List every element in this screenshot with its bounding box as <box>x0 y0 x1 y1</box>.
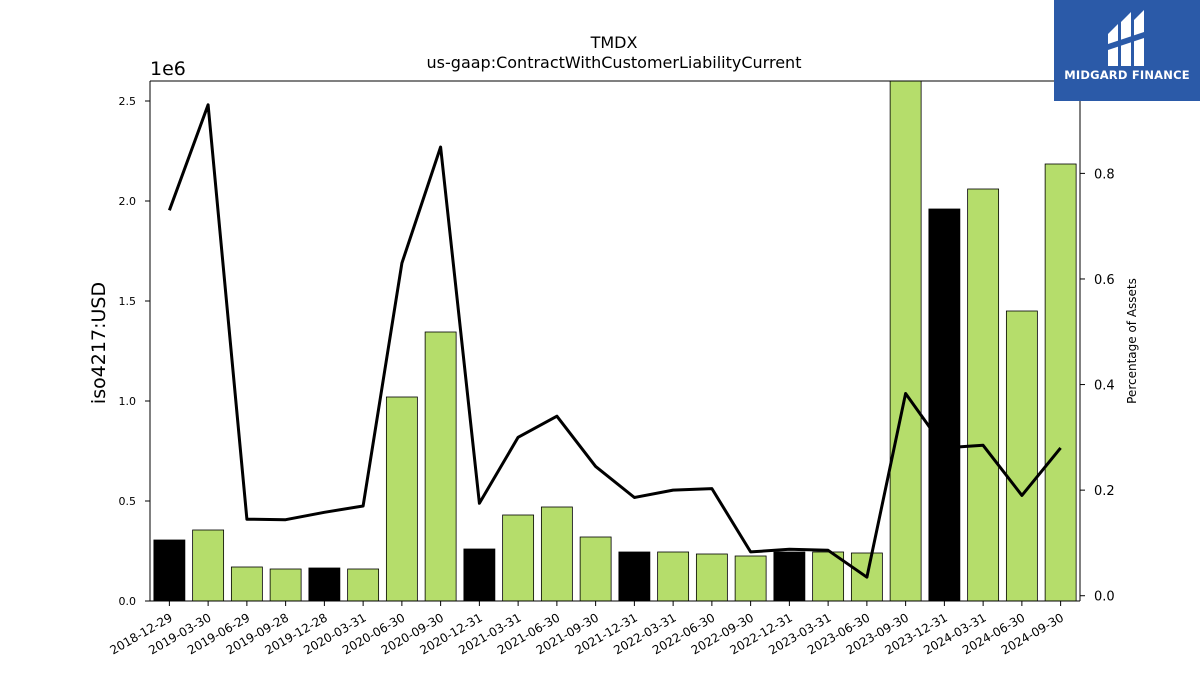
bar-2019-06-29 <box>230 566 263 601</box>
bar-2019-12-28 <box>308 567 341 601</box>
bar-2024-09-30 <box>1044 163 1077 601</box>
bar-2020-09-30 <box>424 331 457 601</box>
bar-series <box>153 81 1077 601</box>
midgard-logo-icon <box>1108 10 1144 66</box>
y-axis-label: iso4217:USD <box>88 282 110 404</box>
bar-2019-09-28 <box>269 568 302 601</box>
y-offset-label: 1e6 <box>150 58 186 80</box>
chart-title: TMDX <box>590 33 638 52</box>
bar-2022-03-31 <box>657 551 690 601</box>
bar-2020-12-31 <box>463 548 496 601</box>
y-tick-label: 0.0 <box>119 595 137 608</box>
y-tick-label: 2.5 <box>119 95 137 108</box>
midgard-finance-logo: MIDGARD FINANCE <box>1054 0 1200 101</box>
y-tick-label: 1.5 <box>119 295 137 308</box>
y-tick-label: 2.0 <box>119 195 137 208</box>
bar-2018-12-29 <box>153 539 186 601</box>
y2-axis-label: Percentage of Assets <box>1125 278 1139 404</box>
bar-2021-06-30 <box>540 506 573 601</box>
bar-2022-12-31 <box>773 551 806 601</box>
bar-2020-03-31 <box>347 568 380 601</box>
bar-2024-06-30 <box>1005 310 1038 601</box>
percentage-line-series <box>167 103 1062 579</box>
bar-2023-03-31 <box>812 551 845 601</box>
bar-2020-06-30 <box>385 396 418 601</box>
y2-tick-label: 0.6 <box>1094 273 1115 288</box>
bar-2021-12-31 <box>618 551 651 601</box>
logo-text: MIDGARD FINANCE <box>1064 68 1190 82</box>
bar-2022-09-30 <box>734 555 767 601</box>
bar-2021-09-30 <box>579 536 612 601</box>
bar-2023-09-30 <box>889 81 922 601</box>
y2-tick-label: 0.8 <box>1094 167 1115 182</box>
bar-2024-03-31 <box>967 188 1000 601</box>
y2-tick-label: 0.0 <box>1094 590 1115 605</box>
bar-2021-03-31 <box>502 514 535 601</box>
y2-tick-label: 0.2 <box>1094 484 1115 499</box>
y-tick-label: 1.0 <box>119 395 137 408</box>
y-tick-label: 0.5 <box>119 495 137 508</box>
bar-2023-12-31 <box>928 208 961 601</box>
percentage-line <box>167 103 1062 579</box>
bar-2022-06-30 <box>695 553 728 601</box>
chart-subtitle: us-gaap:ContractWithCustomerLiabilityCur… <box>427 53 802 72</box>
y2-tick-label: 0.4 <box>1094 379 1115 394</box>
bar-2019-03-30 <box>192 529 225 601</box>
